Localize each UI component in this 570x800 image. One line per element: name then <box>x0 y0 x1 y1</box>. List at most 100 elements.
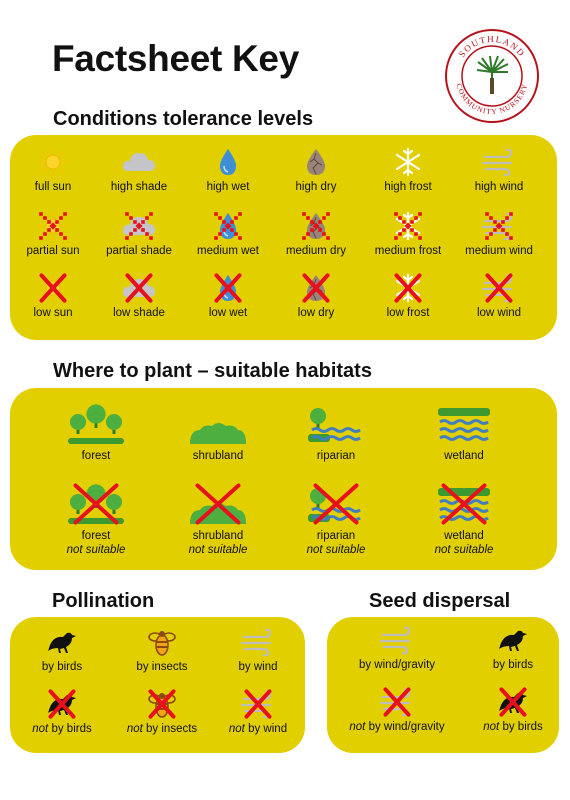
condition-label: low shade <box>113 307 165 319</box>
condition-low-0: low sun <box>5 273 101 320</box>
condition-label: high shade <box>110 181 168 193</box>
wind-icon <box>481 147 517 177</box>
condition-high-5: high wind <box>451 147 547 194</box>
bird-icon <box>44 627 80 657</box>
pollination-1: by insects <box>114 627 210 674</box>
not-seed-dispersal-0: not by wind/gravity <box>337 687 457 734</box>
sun-icon <box>35 273 71 303</box>
condition-high-3: high dry <box>268 147 364 194</box>
not-suitable-label: not suitable <box>188 544 248 556</box>
pollination-label: by wind <box>238 661 278 673</box>
habitat-label: riparian <box>316 450 356 462</box>
condition-high-0: full sun <box>5 147 101 194</box>
pollination-panel: by birds not by birds by insects not by ins… <box>10 617 305 753</box>
condition-label: low wind <box>476 307 522 319</box>
cracked-earth-icon <box>298 211 334 241</box>
not-pollination-label: not by birds <box>32 723 92 735</box>
habitat-label: wetland <box>444 530 484 542</box>
habitat-label: riparian <box>316 530 356 542</box>
not-seed-label: not by wind/gravity <box>349 721 445 733</box>
condition-partial-0: partial sun <box>5 211 101 258</box>
condition-label: medium wet <box>197 245 259 257</box>
wind-icon <box>481 211 517 241</box>
bird-icon <box>495 625 531 655</box>
conditions-heading: Conditions tolerance levels <box>53 108 314 130</box>
condition-partial-4: medium frost <box>360 211 456 258</box>
riparian-habitat-icon <box>304 482 368 526</box>
pollination-0: by birds <box>14 627 110 674</box>
habitat-riparian-not-suitable: riparian not suitable <box>276 482 396 557</box>
habitat-wetland-not-suitable: wetland not suitable <box>404 482 524 557</box>
forest-habitat-icon <box>64 402 128 446</box>
habitats-panel: forest forest not suitable shrubland shrubla… <box>10 388 557 570</box>
wind-icon <box>481 273 517 303</box>
pollination-label: by birds <box>41 661 83 673</box>
condition-high-4: high frost <box>360 147 456 194</box>
condition-partial-5: medium wind <box>451 211 547 258</box>
wind-icon <box>379 687 415 717</box>
pollination-label: by insects <box>136 661 188 673</box>
condition-label: partial shade <box>106 245 172 257</box>
condition-label: high wind <box>474 181 524 193</box>
snowflake-icon <box>390 147 426 177</box>
community-nursery-logo: SOUTHLAND COMMUNITY NURSERY <box>444 28 540 124</box>
riparian-habitat-icon <box>304 402 368 446</box>
cracked-earth-icon <box>298 147 334 177</box>
water-drop-icon <box>210 273 246 303</box>
habitat-wetland: wetland <box>404 402 524 463</box>
condition-label: high wet <box>206 181 250 193</box>
habitat-forest: forest <box>36 402 156 463</box>
pollination-2: by wind <box>210 627 306 674</box>
not-pollination-label: not by wind <box>228 723 288 735</box>
not-pollination-label: not by insects <box>126 723 198 735</box>
not-pollination-2: not by wind <box>210 689 306 736</box>
seed-label: by birds <box>492 659 534 671</box>
not-pollination-0: not by birds <box>14 689 110 736</box>
wind-icon <box>379 625 415 655</box>
not-suitable-label: not suitable <box>306 544 366 556</box>
not-seed-label: not by birds <box>483 721 543 733</box>
not-suitable-label: not suitable <box>434 544 494 556</box>
condition-partial-3: medium dry <box>268 211 364 258</box>
habitat-forest-not-suitable: forest not suitable <box>36 482 156 557</box>
condition-low-3: low dry <box>268 273 364 320</box>
condition-low-5: low wind <box>451 273 547 320</box>
not-seed-dispersal-1: not by birds <box>465 687 561 734</box>
shrubland-habitat-icon <box>186 402 250 446</box>
sun-icon <box>35 211 71 241</box>
bird-icon <box>495 687 531 717</box>
sun-icon <box>35 147 71 177</box>
condition-low-1: low shade <box>91 273 187 320</box>
page-title: Factsheet Key <box>52 38 299 79</box>
shrubland-habitat-icon <box>186 482 250 526</box>
condition-label: medium wind <box>465 245 533 257</box>
condition-low-2: low wet <box>180 273 276 320</box>
habitat-label: forest <box>81 450 111 462</box>
water-drop-icon <box>210 147 246 177</box>
wetland-habitat-icon <box>432 402 496 446</box>
condition-label: high dry <box>295 181 337 193</box>
habitat-label: forest <box>81 530 111 542</box>
seed-dispersal-heading: Seed dispersal <box>369 590 511 612</box>
bird-icon <box>44 689 80 719</box>
condition-label: low frost <box>386 307 430 319</box>
seed-label: by wind/gravity <box>358 659 436 671</box>
wind-icon <box>240 627 276 657</box>
habitat-shrubland: shrubland <box>158 402 278 463</box>
seed-dispersal-panel: by wind/gravity not by wind/gravity by bir… <box>327 617 559 753</box>
cloud-icon <box>121 211 157 241</box>
seed-dispersal-0: by wind/gravity <box>337 625 457 672</box>
condition-label: low wet <box>208 307 248 319</box>
habitat-riparian: riparian <box>276 402 396 463</box>
not-pollination-1: not by insects <box>114 689 210 736</box>
condition-partial-2: medium wet <box>180 211 276 258</box>
condition-label: high frost <box>384 181 432 193</box>
bee-icon <box>144 627 180 657</box>
cloud-icon <box>121 273 157 303</box>
not-suitable-label: not suitable <box>66 544 126 556</box>
condition-label: low sun <box>33 307 73 319</box>
bee-icon <box>144 689 180 719</box>
cracked-earth-icon <box>298 273 334 303</box>
habitat-shrubland-not-suitable: shrubland not suitable <box>158 482 278 557</box>
wind-icon <box>240 689 276 719</box>
